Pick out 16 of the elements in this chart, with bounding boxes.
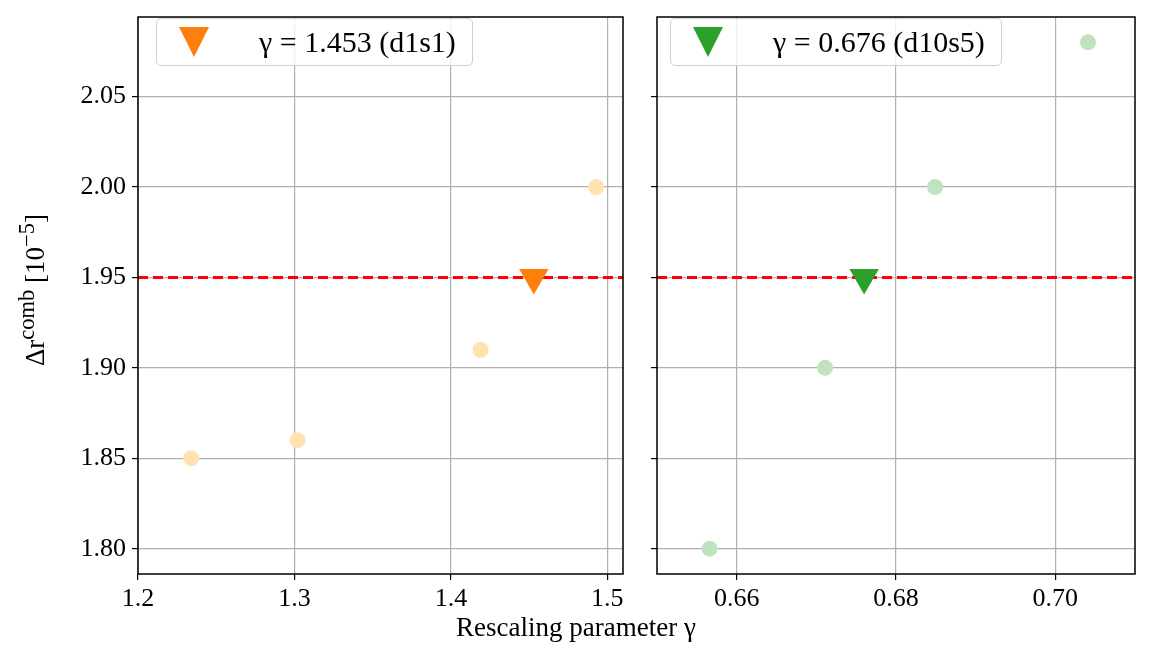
y-tick-label: 2.05 — [80, 80, 126, 110]
y-tick-label: 1.80 — [80, 532, 126, 562]
x-tick-label: 0.70 — [1032, 583, 1079, 613]
x-tick-label: 1.3 — [278, 583, 311, 613]
x-tick-label: 1.2 — [121, 583, 155, 613]
y-tick-label: 1.85 — [80, 442, 126, 472]
x-tick-label: 1.5 — [591, 583, 624, 613]
y-tick-label: 1.95 — [80, 261, 126, 291]
legend-label: γ = 0.676 (d10s5) — [773, 25, 985, 59]
x-tick-label: 1.4 — [434, 583, 468, 613]
x-tick-label: 0.68 — [873, 583, 919, 613]
y-tick-label: 2.00 — [80, 170, 126, 200]
x-tick-label: 0.66 — [713, 583, 760, 613]
x-axis-title: Rescaling parameter γ — [455, 612, 697, 643]
y-tick-label: 1.90 — [80, 351, 126, 381]
legend-label: γ = 1.453 (d1s1) — [259, 25, 456, 59]
